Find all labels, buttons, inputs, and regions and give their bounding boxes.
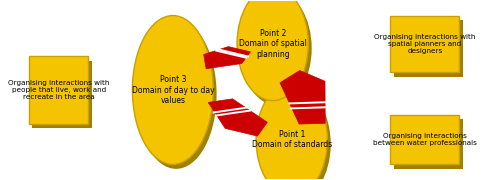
Text: Organising interactions
between water professionals: Organising interactions between water pr… — [373, 133, 477, 146]
Text: Point 1
Domain of standards: Point 1 Domain of standards — [252, 130, 332, 149]
Ellipse shape — [132, 15, 214, 165]
FancyBboxPatch shape — [394, 119, 462, 169]
Ellipse shape — [260, 87, 330, 180]
FancyBboxPatch shape — [32, 61, 92, 128]
FancyBboxPatch shape — [390, 115, 460, 165]
Polygon shape — [208, 99, 268, 136]
Ellipse shape — [256, 83, 328, 180]
Polygon shape — [280, 71, 325, 124]
Ellipse shape — [136, 20, 216, 169]
Polygon shape — [204, 47, 250, 69]
Text: Organising interactions with
spatial planners and
designers: Organising interactions with spatial pla… — [374, 34, 476, 54]
Ellipse shape — [240, 0, 312, 105]
Ellipse shape — [237, 0, 308, 101]
Text: Point 3
Domain of day to day
values: Point 3 Domain of day to day values — [132, 75, 214, 105]
Text: Organising interactions with
people that live, work and
recreate in the area: Organising interactions with people that… — [8, 80, 110, 100]
Text: Point 2
Domain of spatial
planning: Point 2 Domain of spatial planning — [239, 29, 306, 59]
FancyBboxPatch shape — [390, 15, 460, 72]
FancyBboxPatch shape — [394, 20, 462, 77]
FancyBboxPatch shape — [29, 56, 88, 124]
